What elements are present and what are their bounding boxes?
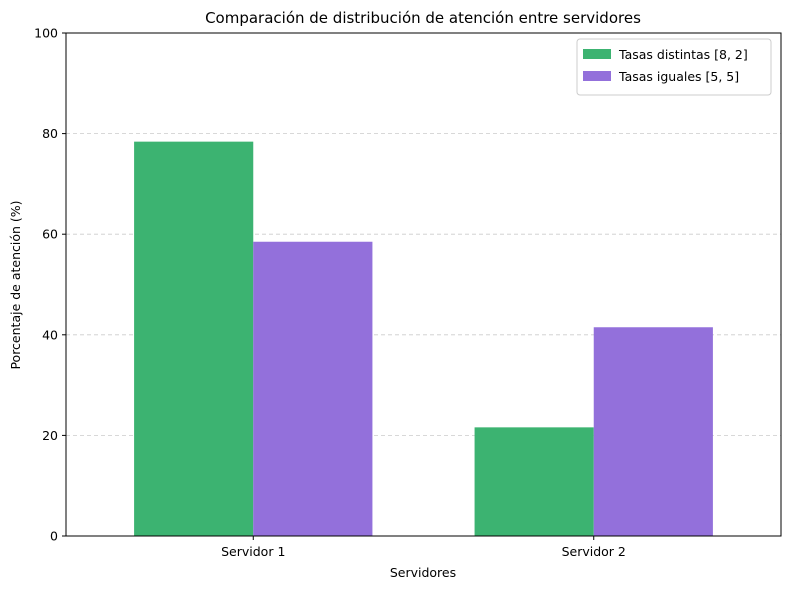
legend-swatch [583, 49, 611, 59]
bar-2-servidor-2 [593, 327, 713, 536]
y-tick-label: 40 [42, 327, 58, 342]
y-tick-label: 60 [42, 227, 58, 242]
x-tick-label: Servidor 1 [221, 544, 285, 559]
y-tick-label: 0 [50, 529, 58, 544]
bars [134, 141, 713, 536]
y-tick-label: 80 [42, 126, 58, 141]
legend-label: Tasas distintas [8, 2] [618, 47, 748, 62]
x-tick-label: Servidor 2 [562, 544, 626, 559]
y-tick-label: 100 [34, 26, 58, 41]
legend-swatch [583, 71, 611, 81]
legend-label: Tasas iguales [5, 5] [618, 69, 739, 84]
bar-1-servidor-2 [474, 427, 594, 536]
legend-box [576, 38, 772, 96]
x-axis-label: Servidores [390, 565, 456, 580]
plot-frame [65, 32, 782, 537]
y-axis-ticks: 0 20 40 60 80 100 [34, 26, 66, 544]
bar-1-servidor-1 [134, 141, 254, 536]
bar-2-servidor-1 [253, 241, 373, 536]
chart-title: Comparación de distribución de atención … [205, 9, 641, 27]
x-axis-ticks: Servidor 1 Servidor 2 [221, 536, 626, 559]
y-axis-label: Porcentaje de atención (%) [8, 200, 23, 369]
legend: Tasas distintas [8, 2] Tasas iguales [5, … [576, 38, 772, 96]
y-tick-label: 20 [42, 428, 58, 443]
